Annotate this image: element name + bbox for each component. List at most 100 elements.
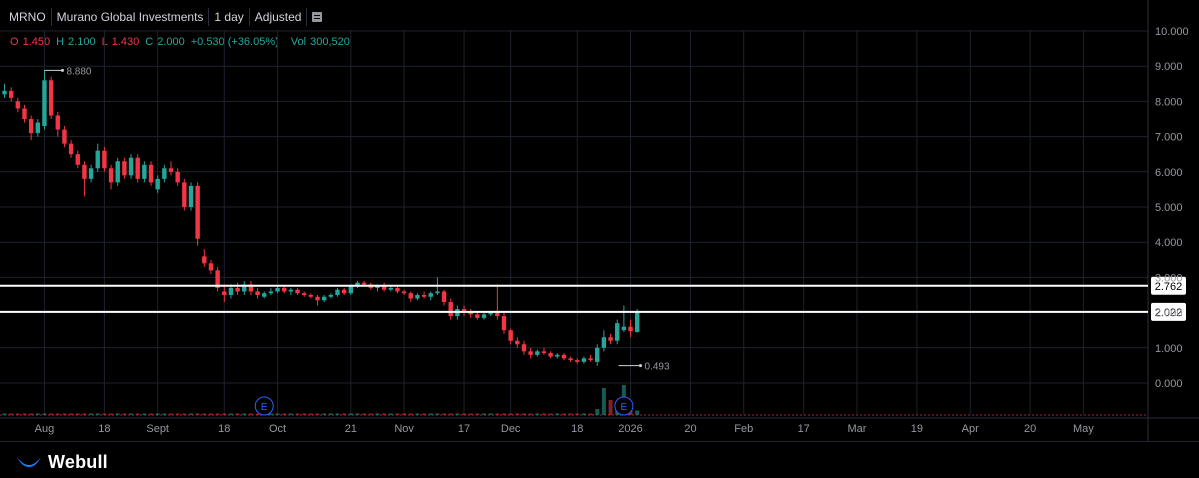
candle-body bbox=[142, 164, 147, 179]
adjust-selector[interactable]: Adjusted bbox=[250, 8, 308, 26]
volume-bar bbox=[288, 413, 293, 415]
volume-bar bbox=[342, 413, 347, 415]
candle-body bbox=[202, 256, 207, 264]
candle bbox=[355, 280, 360, 288]
volume-bar bbox=[515, 413, 520, 415]
y-tick-label: 9.000 bbox=[1155, 61, 1183, 73]
candle bbox=[415, 293, 420, 301]
volume-bar bbox=[495, 413, 500, 415]
volume-bar bbox=[382, 413, 387, 415]
x-tick-label: May bbox=[1073, 423, 1094, 435]
candle bbox=[162, 164, 167, 183]
volume-bar bbox=[35, 413, 40, 415]
candle-body bbox=[68, 143, 74, 155]
volume-bar bbox=[635, 410, 640, 415]
candle-body bbox=[321, 296, 327, 301]
candle-body bbox=[148, 164, 154, 183]
change-value: +0.530 (+36.05%) bbox=[190, 36, 279, 48]
brand-name: Webull bbox=[48, 452, 108, 472]
candle-body bbox=[248, 284, 254, 292]
close-value: 2.000 bbox=[157, 36, 185, 48]
volume-bar bbox=[49, 413, 54, 415]
earnings-marker[interactable]: E bbox=[254, 396, 274, 416]
candle-body bbox=[82, 164, 87, 179]
candle bbox=[521, 340, 527, 355]
x-tick-label: Sept bbox=[146, 423, 169, 435]
volume-bar bbox=[129, 413, 134, 415]
volume-bar bbox=[195, 413, 200, 415]
candle-body bbox=[548, 353, 553, 357]
high-value: 2.100 bbox=[68, 36, 96, 48]
candle bbox=[42, 70, 47, 130]
candle bbox=[501, 312, 507, 334]
volume-bar bbox=[2, 413, 7, 415]
candle-body bbox=[495, 312, 500, 317]
y-tick-label: 8.000 bbox=[1155, 96, 1183, 108]
volume-bar bbox=[335, 413, 340, 415]
volume-bar bbox=[175, 413, 180, 415]
candle bbox=[182, 178, 187, 211]
candle-body bbox=[175, 171, 180, 183]
x-tick-label: Feb bbox=[734, 423, 753, 435]
candle bbox=[262, 291, 267, 299]
volume-bar bbox=[575, 413, 580, 415]
candle bbox=[302, 291, 307, 297]
candle bbox=[388, 286, 393, 292]
y-tick-label: 5.000 bbox=[1155, 202, 1183, 214]
volume-bar bbox=[488, 413, 493, 415]
chart-header: MRNO Murano Global Investments 1 day Adj… bbox=[4, 8, 327, 26]
volume-bar bbox=[295, 413, 300, 415]
volume-bar bbox=[388, 413, 393, 415]
volume-bar bbox=[75, 413, 80, 415]
volume-bar bbox=[55, 413, 60, 415]
candle-body bbox=[621, 326, 627, 331]
x-tick-label: Mar bbox=[848, 423, 867, 435]
candle-body bbox=[122, 161, 127, 176]
volume-bar bbox=[362, 413, 367, 415]
candles bbox=[2, 70, 640, 366]
low-marker-label: 0.493 bbox=[645, 362, 670, 373]
candle-body bbox=[135, 157, 140, 179]
volume-bar bbox=[328, 413, 333, 415]
interval-selector[interactable]: 1 day bbox=[209, 8, 250, 26]
volume-bars bbox=[2, 385, 640, 415]
candle bbox=[222, 284, 227, 303]
candle bbox=[242, 280, 247, 295]
menu-button[interactable] bbox=[307, 8, 327, 26]
horizontal-lines[interactable]: 2.762 2.022 bbox=[0, 276, 1186, 321]
candle bbox=[235, 282, 240, 295]
candle-body bbox=[88, 168, 94, 179]
earnings-marker[interactable]: E bbox=[614, 396, 634, 416]
candle-body bbox=[635, 312, 640, 332]
volume-bar bbox=[442, 413, 447, 415]
candle-body bbox=[162, 168, 167, 179]
candle bbox=[15, 97, 21, 112]
volume-bar bbox=[402, 413, 407, 415]
price-line-label: 2.022 bbox=[1155, 307, 1183, 319]
candle-body bbox=[421, 295, 427, 297]
low-value: 1.430 bbox=[111, 36, 140, 48]
symbol-label[interactable]: MRNO bbox=[4, 8, 52, 26]
volume-bar bbox=[581, 413, 586, 415]
volume-bar bbox=[608, 400, 613, 415]
candle-body bbox=[128, 157, 134, 176]
candle-body bbox=[561, 354, 567, 359]
candle bbox=[588, 354, 593, 362]
volume-bar bbox=[508, 413, 513, 415]
candle-body bbox=[395, 287, 400, 292]
footer-bar: Webull bbox=[0, 441, 1199, 478]
candle-body bbox=[182, 182, 187, 207]
candle-body bbox=[235, 287, 240, 292]
volume-bar bbox=[422, 413, 427, 415]
volume-bar bbox=[182, 413, 187, 415]
volume-bar bbox=[255, 413, 260, 415]
candle-body bbox=[535, 351, 540, 355]
candle bbox=[381, 282, 387, 292]
candle bbox=[621, 305, 627, 332]
volume-bar bbox=[69, 413, 74, 415]
candle-body bbox=[481, 314, 487, 318]
volume-bar bbox=[528, 413, 533, 415]
candle-body bbox=[448, 302, 453, 317]
x-tick-label: 2026 bbox=[618, 423, 642, 435]
